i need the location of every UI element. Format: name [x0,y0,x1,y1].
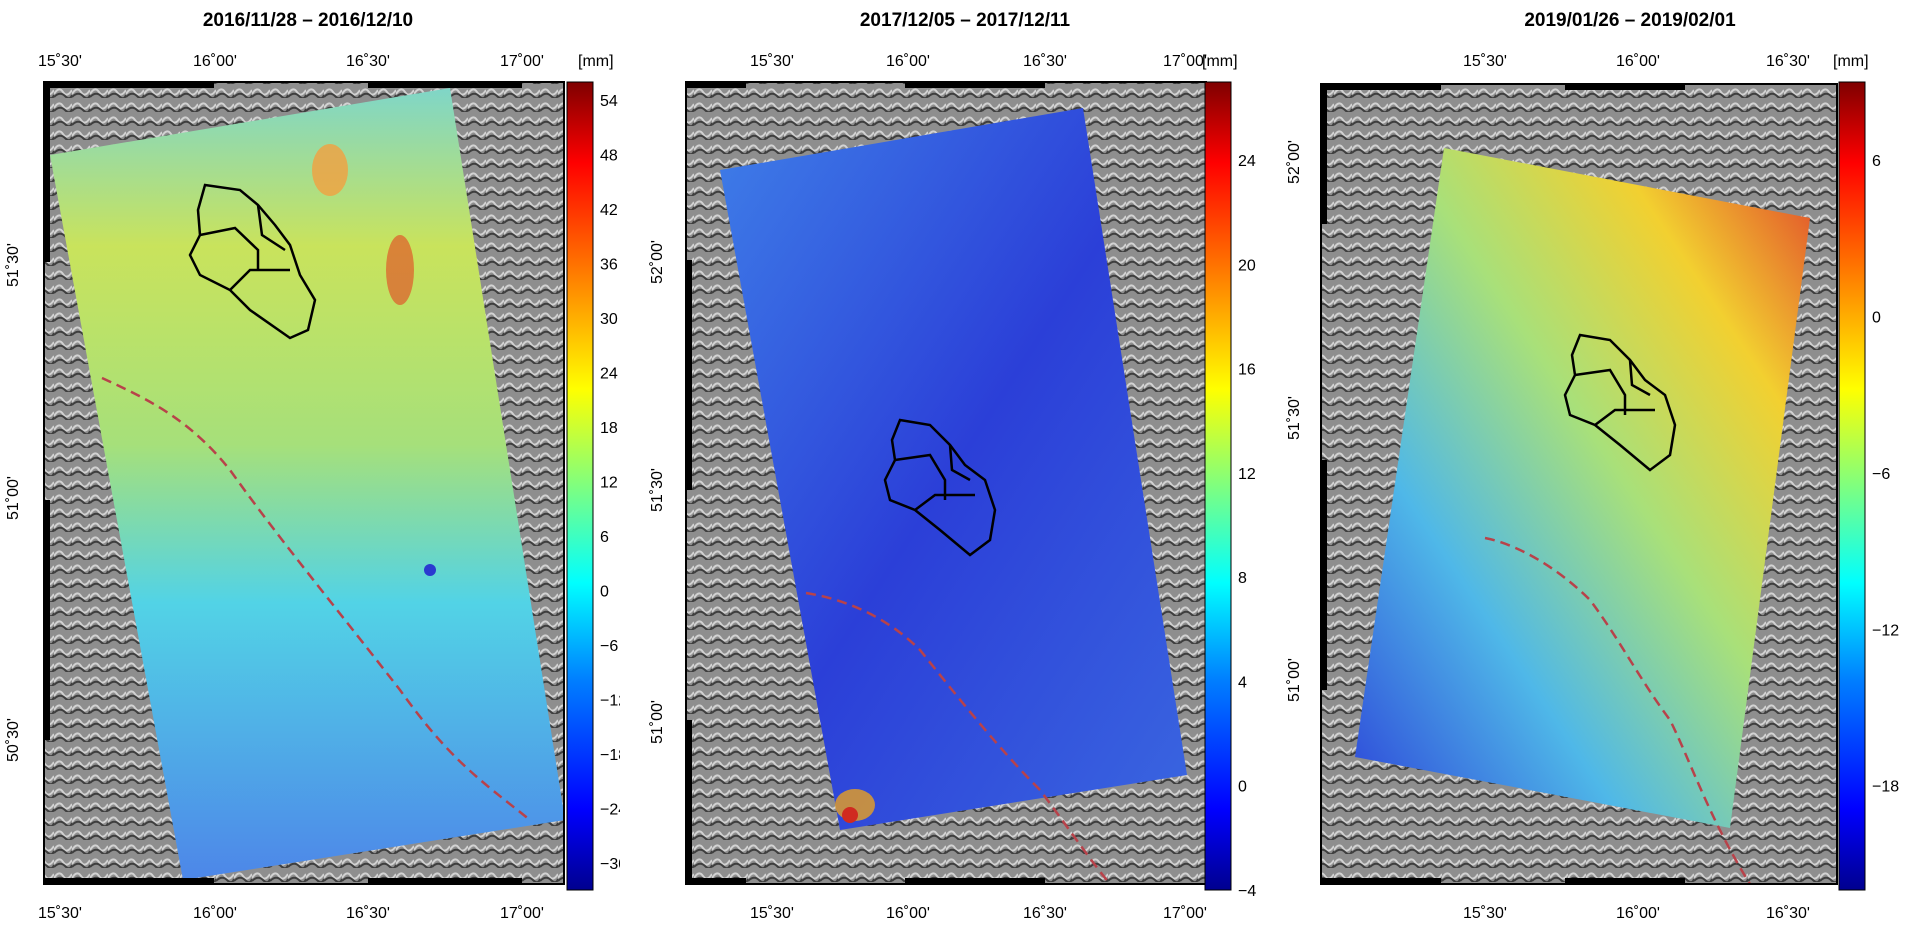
frame-ticks [44,82,522,884]
deformation-swath [50,88,565,880]
lon-tick-label: 16˚30' [346,905,390,922]
lat-tick-labels: 52˚00' 51˚30' 51˚00' [1286,140,1303,702]
panel-title: 2016/11/28 – 2016/12/10 [202,10,414,31]
lon-tick-label: 15˚30' [1463,905,1507,922]
lat-tick-label: 51˚00' [5,476,22,520]
lat-tick-label: 51˚30' [1286,396,1303,440]
unit-label: [mm] [1833,53,1869,70]
lon-tick-label: 16˚00' [193,905,237,922]
mine-boundaries [883,418,997,557]
mine-boundaries [188,183,317,340]
lat-tick-label: 52˚00' [1286,140,1303,184]
map-svg: 15˚30' 16˚00' 16˚30' 17˚00' 15˚30' 16˚00' 16˚… [649,53,1256,922]
map-svg: 15˚30' 16˚00' 16˚30' 15˚30' 16˚00' 16˚30' 52… [1286,53,1899,922]
colorbar-tick-label: 42 [600,202,618,219]
colorbar-tick-label: −18 [600,747,620,764]
lon-tick-label: 16˚30' [1766,53,1810,70]
colorbar-tick-label: 8 [1238,570,1247,587]
map-panel-3: 2019/01/26 – 2019/02/01 [1280,0,1916,935]
lat-tick-label: 51˚30' [5,243,22,287]
colorbar-tick-label: 30 [600,311,618,328]
colorbar-tick-label: −30 [600,856,620,873]
colorbar-tick-label: 54 [600,93,618,110]
lon-tick-labels-bottom: 15˚30' 16˚00' 16˚30' [1463,905,1810,922]
lon-tick-label: 17˚00' [1163,905,1207,922]
lon-tick-label: 16˚30' [1023,905,1067,922]
fault-line [1484,536,1752,885]
panel-title: 2017/12/05 – 2017/12/11 [859,10,1071,31]
lon-tick-label: 16˚30' [346,53,390,70]
colorbar-tick-label: 24 [600,366,618,383]
lon-tick-label: 15˚30' [38,53,82,70]
lon-tick-label: 16˚00' [886,905,930,922]
lat-tick-label: 51˚30' [649,468,666,512]
colorbar-tick-label: 4 [1238,674,1247,691]
colorbar-tick-label: −4 [1238,883,1256,900]
colorbar-tick-labels: 24 20 16 12 8 4 0 −4 [1238,153,1256,900]
colorbar-tick-label: 18 [600,420,618,437]
deformation-swath [720,108,1187,830]
colorbar-tick-label: 12 [600,474,618,491]
map-svg: 15˚30' 16˚00' 16˚30' 17˚00' 15˚30' 16˚00' 16˚… [5,53,627,922]
colorbar [566,81,594,891]
lon-tick-label: 15˚30' [750,53,794,70]
colorbar-tick-label: 36 [600,257,618,274]
colorbar-tick-label: 20 [1238,257,1256,274]
lon-tick-label: 16˚00' [1616,53,1660,70]
fault-line [101,376,531,821]
map-frame [43,81,565,885]
colorbar-tick-label: 48 [600,148,618,165]
lat-tick-label: 50˚30' [5,718,22,762]
colorbar-tick-label: 16 [1238,362,1256,379]
colorbar-tick-labels: 54 48 42 36 30 24 18 12 6 0 −6 −12 −18 −24 −30 [600,93,627,873]
colorbar-tick-label: −24 [600,801,620,818]
map-panel-1: 2016/11/28 – 2016/12/10 [0,0,627,935]
colorbar-tick-label: 0 [1238,779,1247,796]
colorbar [1838,81,1866,891]
unit-label: [mm] [578,53,614,70]
unit-label: [mm] [1202,53,1238,70]
lon-tick-label: 16˚00' [1616,905,1660,922]
colorbar-tick-label: −12 [1872,622,1899,639]
map-panel-2: 2017/12/05 – 2017/12/11 [640,0,1260,935]
lon-tick-label: 16˚30' [1023,53,1067,70]
lon-tick-label: 15˚30' [1463,53,1507,70]
colorbar [1204,81,1232,891]
lon-tick-label: 15˚30' [750,905,794,922]
lon-tick-label: 17˚00' [500,905,544,922]
lon-tick-labels-top: 15˚30' 16˚00' 16˚30' [1463,53,1810,70]
frame-ticks [1321,84,1685,884]
lat-tick-label: 51˚00' [649,700,666,744]
colorbar-tick-label: 6 [600,529,609,546]
colorbar-tick-label: 6 [1872,153,1881,170]
fault-line [805,591,1111,885]
lon-tick-label: 16˚00' [886,53,930,70]
frame-ticks [686,82,1045,884]
colorbar-tick-label: 0 [1872,310,1881,327]
colorbar-tick-labels: 6 0 −6 −12 −18 [1872,153,1899,796]
lon-tick-label: 17˚00' [1163,53,1207,70]
mine-boundaries [1563,333,1677,472]
colorbar-tick-label: 24 [1238,153,1256,170]
lon-tick-label: 16˚00' [193,53,237,70]
colorbar-tick-label: −18 [1872,779,1899,796]
colorbar-tick-label: 0 [600,583,609,600]
colorbar-tick-label: −6 [600,638,618,655]
lon-tick-labels-bottom: 15˚30' 16˚00' 16˚30' 17˚00' [750,905,1207,922]
lat-tick-label: 52˚00' [649,240,666,284]
lon-tick-label: 16˚30' [1766,905,1810,922]
lat-tick-labels: 51˚30' 51˚00' 50˚30' [5,243,22,762]
deformation-swath [1355,148,1810,828]
lon-tick-labels-bottom: 15˚30' 16˚00' 16˚30' 17˚00' [38,905,544,922]
lon-tick-labels-top: 15˚30' 16˚00' 16˚30' 17˚00' [750,53,1207,70]
lon-tick-label: 15˚30' [38,905,82,922]
lon-tick-label: 17˚00' [500,53,544,70]
lat-tick-labels: 52˚00' 51˚30' 51˚00' [649,240,666,744]
colorbar-tick-label: 12 [1238,466,1256,483]
panel-title: 2019/01/26 – 2019/02/01 [1524,10,1736,31]
colorbar-tick-label: −12 [600,692,620,709]
colorbar-tick-label: −6 [1872,466,1890,483]
lat-tick-label: 51˚00' [1286,658,1303,702]
lon-tick-labels-top: 15˚30' 16˚00' 16˚30' 17˚00' [38,53,544,70]
